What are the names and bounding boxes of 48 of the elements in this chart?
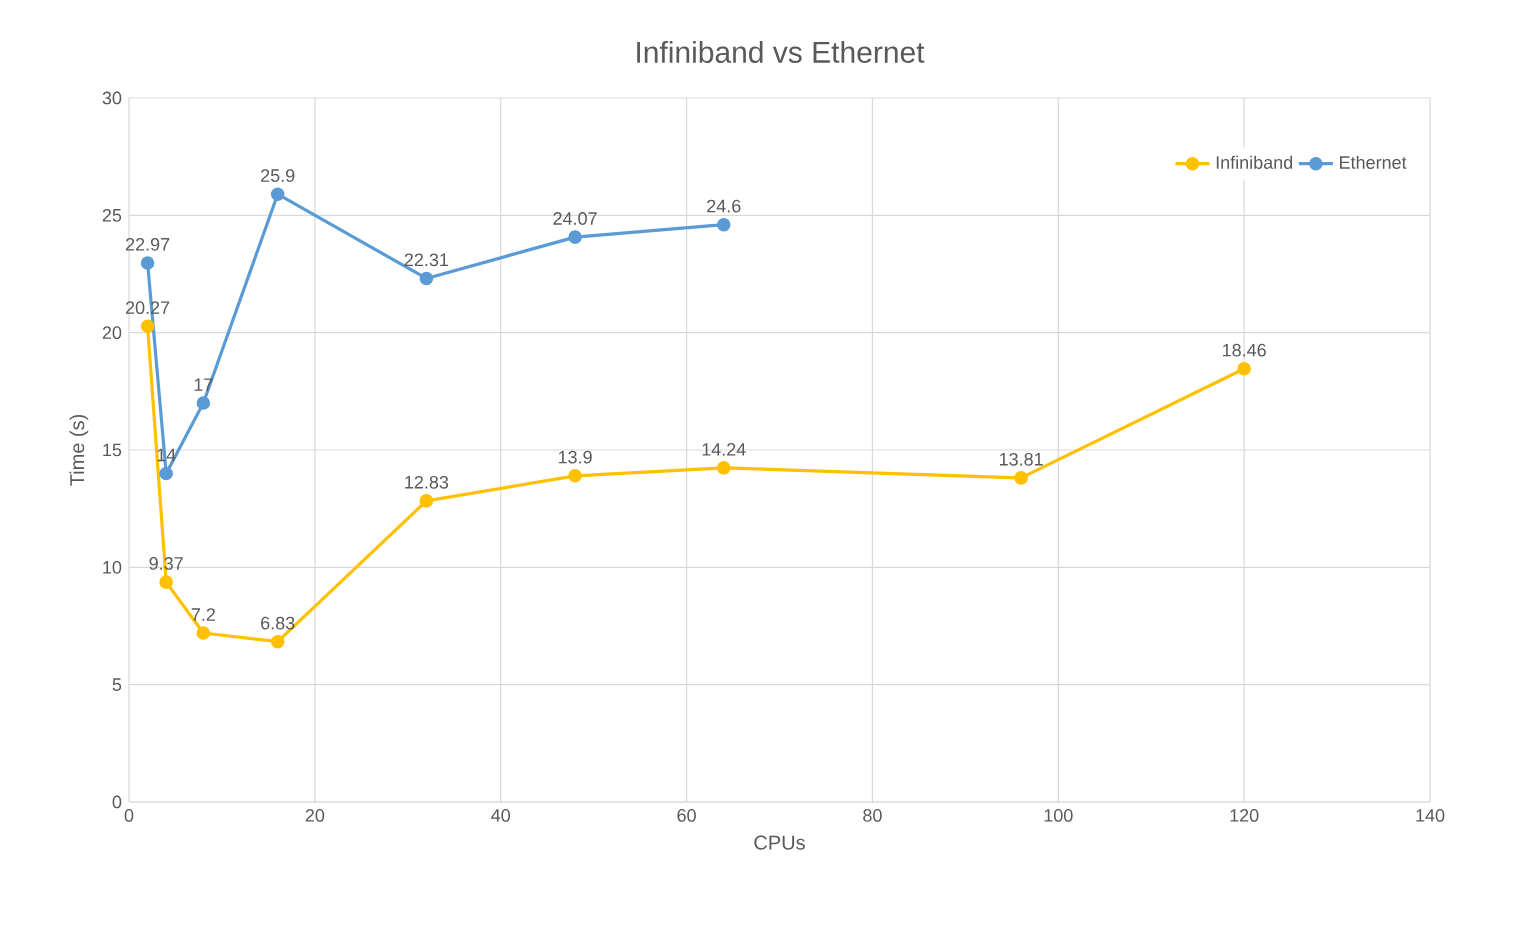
point	[196, 626, 211, 640]
point	[1237, 361, 1251, 376]
point	[1014, 471, 1028, 485]
data-label: 24.6	[707, 199, 741, 213]
point	[568, 230, 582, 244]
data-label: 6.83	[261, 616, 295, 630]
point	[716, 217, 731, 232]
data-label: 7.2	[191, 608, 215, 621]
point	[270, 187, 285, 201]
data-label: 22.31	[404, 253, 449, 267]
legend-label: Ethernet	[1340, 155, 1407, 169]
y-tick-label: 10	[103, 560, 122, 574]
x-tick-label: 20	[305, 809, 325, 822]
data-label: 18.46	[1223, 343, 1266, 357]
x-tick-label: 40	[491, 809, 511, 822]
data-label: 14.24	[702, 442, 746, 456]
point	[716, 461, 731, 475]
x-axis-title: CPUs	[754, 835, 805, 850]
y-tick-label: 20	[102, 326, 122, 340]
point	[196, 396, 211, 410]
y-axis-title: Time (s)	[69, 414, 89, 486]
point	[419, 271, 434, 286]
data-label: 13.9	[558, 450, 592, 464]
point	[159, 575, 173, 589]
x-tick-label: 80	[863, 809, 882, 822]
y-tick-label: 5	[112, 678, 122, 691]
legend-label: Infiniband	[1216, 155, 1293, 169]
x-tick-label: 140	[1416, 809, 1445, 822]
data-label: 24.07	[553, 212, 597, 225]
y-tick-label: 15	[103, 443, 122, 457]
y-tick-label: 0	[112, 795, 122, 809]
point	[140, 256, 155, 270]
point	[140, 319, 155, 334]
data-label: 25.9	[261, 169, 295, 182]
point	[568, 469, 582, 483]
x-tick-label: 100	[1044, 809, 1073, 822]
point	[159, 466, 173, 481]
y-tick-label: 25	[102, 208, 122, 222]
x-tick-label: 120	[1230, 809, 1259, 822]
data-label: 12.83	[405, 475, 449, 489]
y-tick-label: 30	[102, 91, 122, 105]
x-tick-label: 60	[677, 809, 696, 822]
point	[419, 494, 434, 508]
point	[270, 634, 285, 649]
x-tick-label: 0	[124, 809, 134, 822]
chart-title: Infiniband vs Ethernet	[637, 40, 925, 63]
data-label: 22.97	[125, 237, 170, 251]
data-label: 13.81	[999, 452, 1043, 466]
